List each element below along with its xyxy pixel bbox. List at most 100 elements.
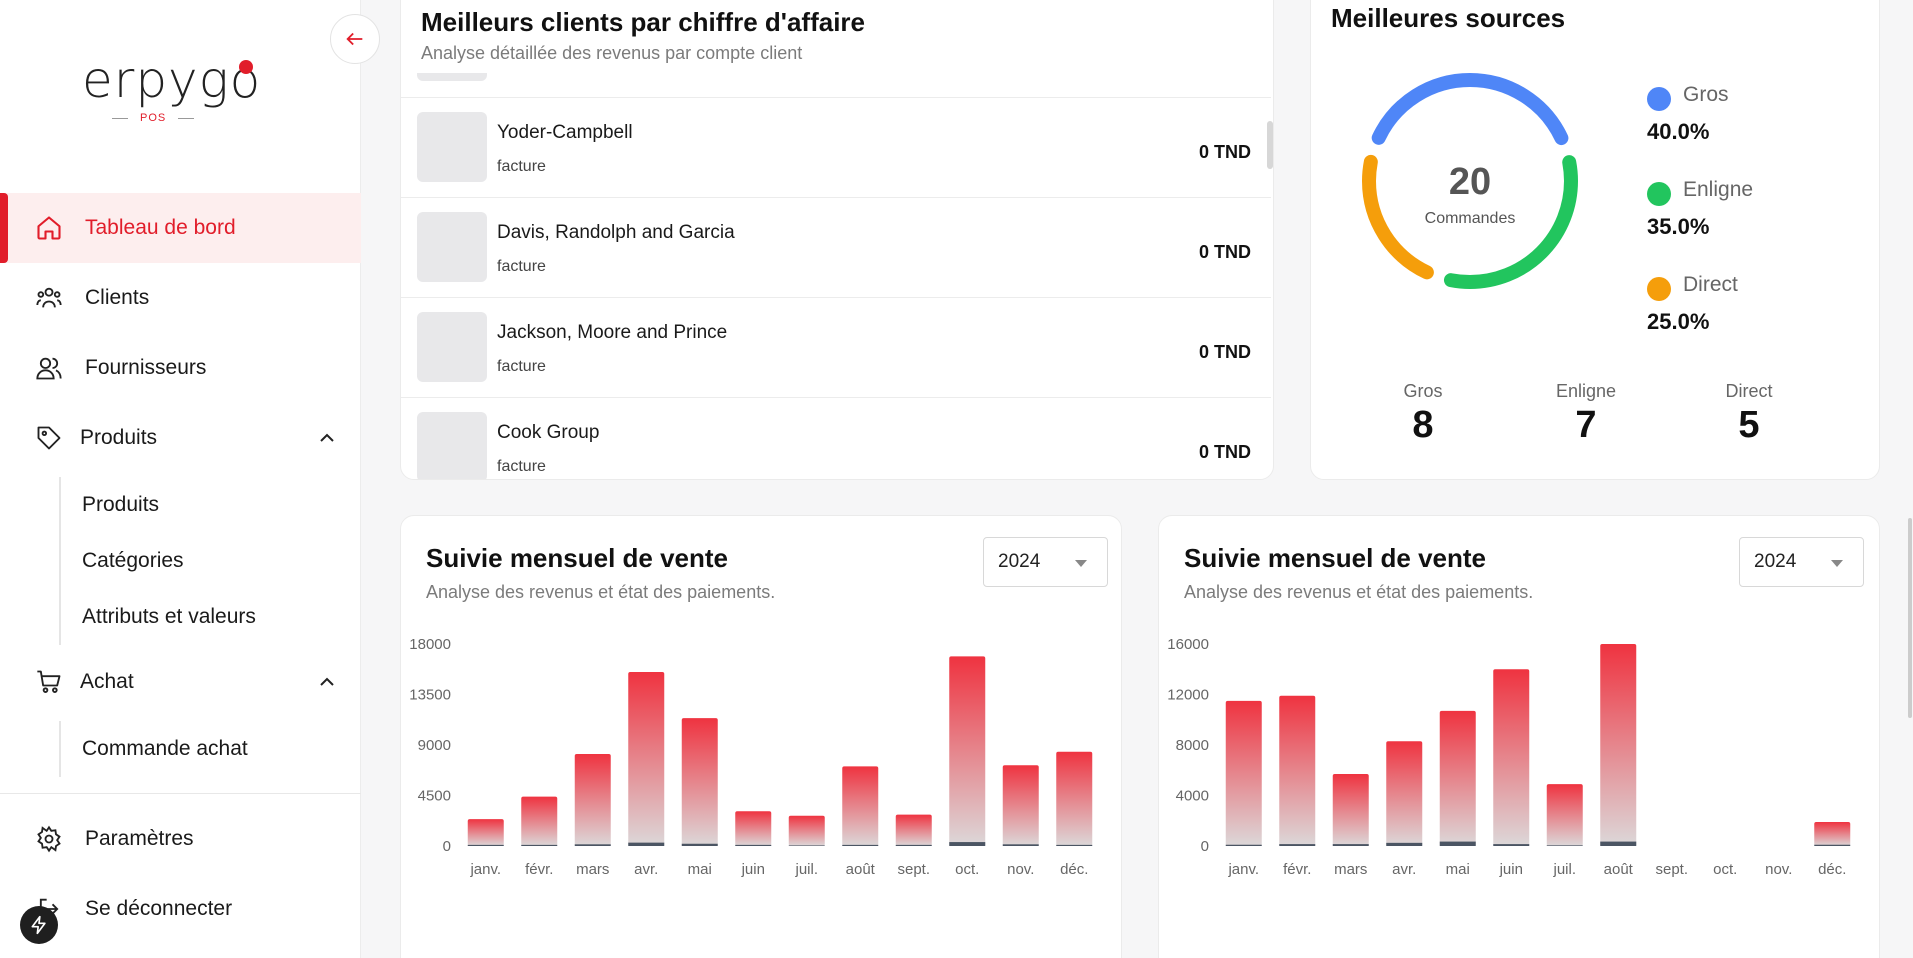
submenu-item-categories[interactable]: Catégories xyxy=(82,549,184,572)
page-scrollbar[interactable] xyxy=(1908,518,1912,718)
sidebar-item-parametres[interactable]: Paramètres xyxy=(0,804,361,874)
client-type: facture xyxy=(497,158,546,175)
client-row[interactable]: Yoder-Campbell facture 0 TND xyxy=(401,97,1271,197)
monthly-sales-chart: 0 4000 8000 12000 16000 janv. févr. mars avr. mai… xyxy=(1167,636,1851,878)
chevron-up-icon[interactable] xyxy=(315,670,339,694)
legend-pct: 40.0% xyxy=(1647,119,1710,144)
y-tick-label: 4000 xyxy=(1176,788,1209,805)
client-row[interactable]: Jackson, Moore and Prince facture 0 TND xyxy=(401,297,1271,397)
bar-avr.[interactable] xyxy=(628,672,665,846)
bar-août[interactable] xyxy=(1600,644,1637,846)
bar-paid-déc.[interactable] xyxy=(1056,844,1093,846)
submenu-item-commande-achat[interactable]: Commande achat xyxy=(82,737,248,760)
bar-paid-avr.[interactable] xyxy=(628,842,665,846)
monthly-sales-card-2: Suivie mensuel de vente Analyse des reve… xyxy=(1158,515,1880,958)
bar-paid-mai[interactable] xyxy=(681,843,718,846)
chart-subtitle: Analyse des revenus et état des paiement… xyxy=(1184,582,1534,602)
sidebar-item-fournisseurs[interactable]: Fournisseurs xyxy=(0,333,361,403)
bar-avr.[interactable] xyxy=(1386,741,1423,846)
sidebar-item-dashboard[interactable]: Tableau de bord xyxy=(0,193,361,263)
sidebar-item-label: Tableau de bord xyxy=(85,216,236,239)
chevron-up-icon[interactable] xyxy=(315,426,339,450)
y-tick-label: 4500 xyxy=(418,788,451,805)
y-tick-label: 12000 xyxy=(1167,687,1209,704)
stat-value: 5 xyxy=(1738,404,1760,446)
bar-paid-mars[interactable] xyxy=(574,844,611,846)
bar-paid-mars[interactable] xyxy=(1332,844,1369,846)
submenu-item-attributs[interactable]: Attributs et valeurs xyxy=(82,605,256,628)
bar-paid-nov.[interactable] xyxy=(1002,844,1039,846)
sidebar-item-achat[interactable]: Achat xyxy=(0,647,361,717)
bar-déc.[interactable] xyxy=(1814,822,1851,846)
x-tick-label: mars xyxy=(576,861,609,878)
users-group-icon xyxy=(34,283,64,313)
y-tick-label: 18000 xyxy=(409,636,451,653)
legend-dot-icon xyxy=(1647,277,1671,301)
bar-paid-oct.[interactable] xyxy=(949,842,986,846)
bar-mars[interactable] xyxy=(574,753,611,846)
x-tick-label: juil. xyxy=(794,861,818,878)
sidebar-item-label: Fournisseurs xyxy=(85,356,207,379)
bar-sept.[interactable] xyxy=(895,814,932,846)
bar-août[interactable] xyxy=(842,766,879,846)
sidebar-item-produits[interactable]: Produits xyxy=(0,403,361,473)
bar-mars[interactable] xyxy=(1332,774,1369,846)
bar-oct.[interactable] xyxy=(949,656,986,846)
x-tick-label: mars xyxy=(1334,861,1367,878)
submenu-item-produits[interactable]: Produits xyxy=(82,493,160,516)
bar-paid-janv.[interactable] xyxy=(467,844,504,846)
sidebar-item-label: Produits xyxy=(80,426,158,449)
legend-name: Direct xyxy=(1683,273,1738,296)
client-row[interactable]: Davis, Randolph and Garcia facture 0 TND xyxy=(401,197,1271,297)
bolt-icon[interactable] xyxy=(20,906,58,944)
bar-paid-août[interactable] xyxy=(842,844,879,846)
x-tick-label: août xyxy=(846,861,876,878)
bar-févr.[interactable] xyxy=(521,796,558,846)
bar-paid-août[interactable] xyxy=(1600,841,1637,846)
year-select[interactable]: 2024 xyxy=(983,537,1108,587)
bar-juil.[interactable] xyxy=(788,815,825,846)
bar-paid-juin[interactable] xyxy=(735,844,772,846)
top-sources-card: Meilleures sources 20 Commandes Gros 40.… xyxy=(1310,0,1880,480)
client-row[interactable]: Cook Group facture 0 TND xyxy=(401,397,1271,479)
bar-paid-juil.[interactable] xyxy=(1546,845,1583,846)
brand-logo: erpygo POS xyxy=(82,50,282,130)
bar-paid-sept.[interactable] xyxy=(895,844,932,846)
home-icon xyxy=(34,213,64,243)
clients-scrollbar[interactable] xyxy=(1267,121,1273,169)
x-tick-label: févr. xyxy=(1283,861,1311,878)
bar-mai[interactable] xyxy=(681,718,718,846)
bar-paid-févr.[interactable] xyxy=(1279,844,1316,846)
bar-paid-déc.[interactable] xyxy=(1814,844,1851,846)
stat-label: Direct xyxy=(1725,381,1773,401)
bar-paid-mai[interactable] xyxy=(1439,841,1476,846)
legend-name: Gros xyxy=(1683,83,1729,106)
bar-paid-juil.[interactable] xyxy=(788,845,825,846)
stat-value: 7 xyxy=(1575,404,1597,446)
sidebar-item-clients[interactable]: Clients xyxy=(0,263,361,333)
bar-mai[interactable] xyxy=(1439,710,1476,846)
bar-déc.[interactable] xyxy=(1056,751,1093,846)
bar-nov.[interactable] xyxy=(1002,765,1039,846)
bar-janv.[interactable] xyxy=(1225,700,1262,846)
bar-paid-juin[interactable] xyxy=(1493,844,1530,846)
year-select[interactable]: 2024 xyxy=(1739,537,1864,587)
client-name: Cook Group xyxy=(497,422,600,443)
y-tick-label: 16000 xyxy=(1167,636,1209,653)
bar-juil.[interactable] xyxy=(1546,784,1583,846)
collapse-sidebar-button[interactable] xyxy=(330,14,380,64)
bar-janv.[interactable] xyxy=(467,819,504,846)
y-tick-label: 13500 xyxy=(409,687,451,704)
x-tick-label: nov. xyxy=(1007,861,1034,878)
bar-paid-janv.[interactable] xyxy=(1225,844,1262,846)
legend-pct: 25.0% xyxy=(1647,309,1710,334)
bar-paid-févr.[interactable] xyxy=(521,844,558,846)
cart-icon xyxy=(34,667,64,697)
bar-juin[interactable] xyxy=(1493,669,1530,846)
bar-févr.[interactable] xyxy=(1279,695,1316,846)
produits-submenu: Produits Catégories Attributs et valeurs xyxy=(59,477,256,645)
bar-juin[interactable] xyxy=(735,811,772,846)
client-avatar xyxy=(417,312,487,382)
bar-paid-avr.[interactable] xyxy=(1386,842,1423,846)
top-clients-title: Meilleurs clients par chiffre d'affaire xyxy=(421,7,865,37)
